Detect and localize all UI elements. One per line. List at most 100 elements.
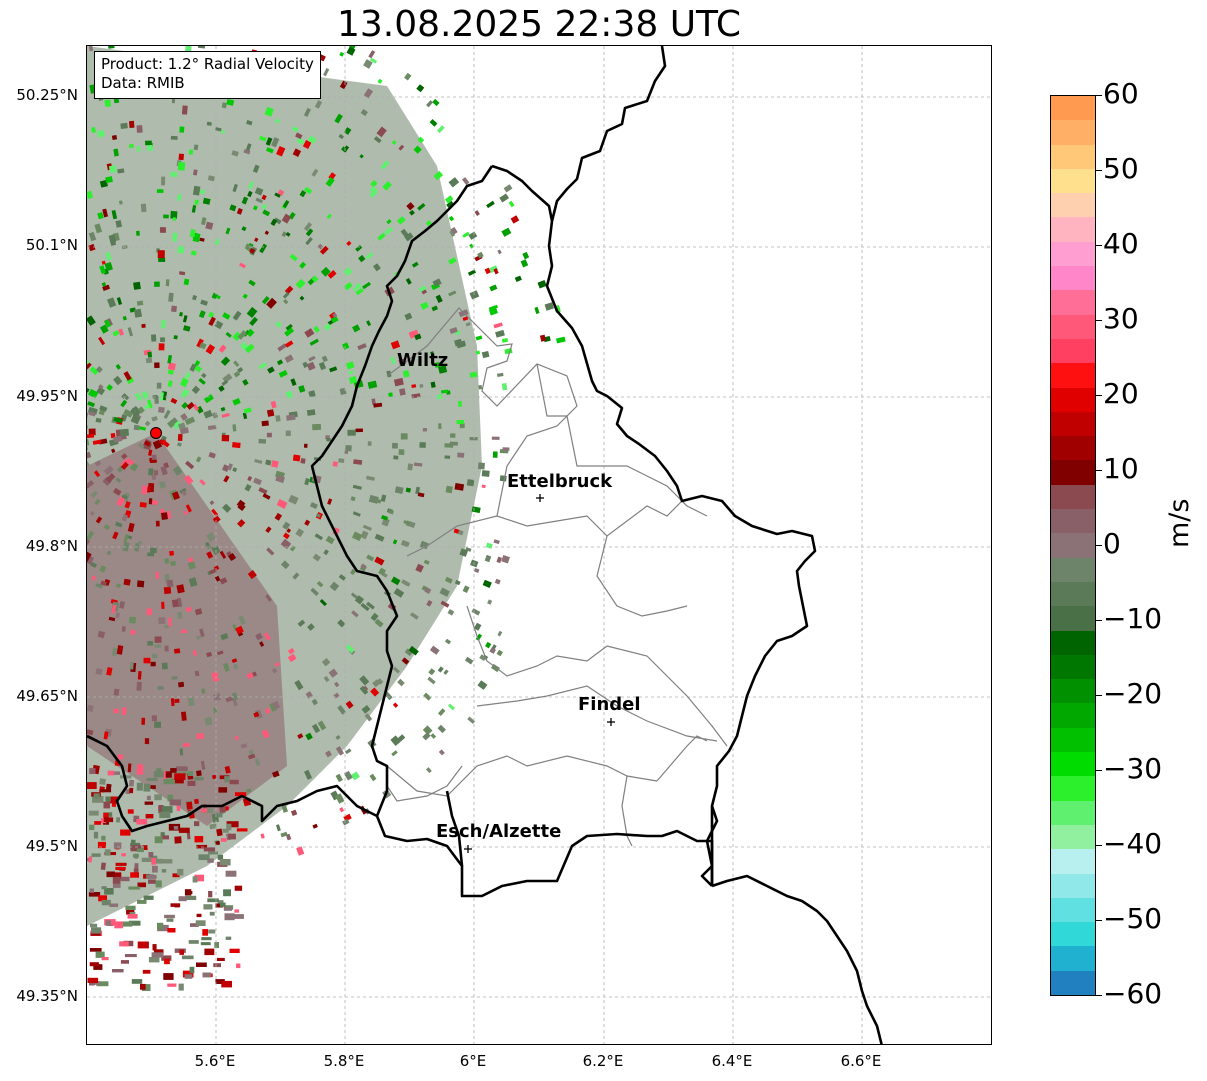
echo-pixel bbox=[438, 423, 442, 429]
echo-pixel bbox=[430, 351, 436, 359]
echo-pixel bbox=[156, 382, 162, 389]
echo-pixel bbox=[337, 619, 346, 628]
echo-pixel bbox=[248, 181, 254, 190]
echo-pixel bbox=[167, 983, 177, 987]
echo-pixel bbox=[142, 845, 148, 850]
echo-pixel bbox=[192, 650, 197, 656]
echo-pixel bbox=[154, 636, 162, 643]
echo-pixel bbox=[184, 372, 191, 380]
echo-pixel bbox=[232, 467, 238, 473]
echo-pixel bbox=[265, 137, 273, 146]
echo-pixel bbox=[216, 650, 224, 656]
echo-pixel bbox=[424, 587, 432, 594]
echo-pixel bbox=[266, 409, 275, 417]
echo-pixel bbox=[429, 645, 440, 655]
echo-pixel bbox=[96, 386, 106, 396]
echo-pixel bbox=[462, 585, 470, 594]
echo-pixel bbox=[188, 149, 194, 155]
echo-pixel bbox=[309, 502, 318, 510]
echo-pixel bbox=[211, 508, 219, 517]
echo-pixel bbox=[247, 190, 253, 198]
echo-pixel bbox=[217, 900, 224, 905]
echo-pixel bbox=[537, 280, 547, 289]
echo-pixel bbox=[281, 213, 292, 224]
echo-pixel bbox=[471, 506, 481, 514]
echo-pixel bbox=[172, 217, 177, 221]
colorbar-band bbox=[1051, 436, 1095, 462]
echo-pixel bbox=[173, 335, 178, 340]
echo-pixel bbox=[226, 823, 232, 831]
echo-pixel bbox=[167, 369, 174, 375]
echo-pixel bbox=[147, 144, 153, 151]
echo-pixel bbox=[161, 955, 172, 961]
echo-pixel bbox=[271, 667, 278, 674]
colorbar-band bbox=[1051, 411, 1095, 437]
radar-map[interactable] bbox=[86, 45, 992, 1045]
echo-pixel bbox=[152, 653, 158, 659]
echo-pixel bbox=[310, 587, 319, 596]
echo-pixel bbox=[240, 743, 248, 749]
echo-pixel bbox=[194, 874, 205, 882]
echo-pixel bbox=[95, 951, 105, 958]
echo-pixel bbox=[218, 344, 227, 353]
echo-pixel bbox=[233, 371, 241, 378]
echo-pixel bbox=[88, 388, 99, 399]
echo-pixel bbox=[357, 343, 367, 351]
echo-pixel bbox=[152, 865, 158, 873]
echo-pixel bbox=[147, 351, 153, 358]
colorbar-tick-mark bbox=[1095, 995, 1102, 996]
echo-pixel bbox=[481, 484, 486, 489]
echo-pixel bbox=[376, 126, 387, 138]
echo-pixel bbox=[485, 641, 492, 649]
echo-pixel bbox=[479, 654, 487, 661]
echo-pixel bbox=[266, 432, 272, 438]
echo-pixel bbox=[220, 838, 227, 842]
echo-pixel bbox=[87, 537, 91, 547]
echo-pixel bbox=[122, 315, 127, 321]
echo-pixel bbox=[284, 285, 294, 295]
echo-pixel bbox=[108, 234, 117, 244]
echo-pixel bbox=[160, 465, 168, 476]
echo-pixel bbox=[178, 153, 185, 161]
map-title: 13.08.2025 22:38 UTC bbox=[336, 4, 742, 45]
colorbar-band bbox=[1051, 533, 1095, 559]
product-info-box: Product: 1.2° Radial Velocity Data: RMIB bbox=[94, 51, 321, 99]
echo-pixel bbox=[191, 385, 201, 395]
echo-pixel bbox=[414, 333, 422, 341]
echo-pixel bbox=[177, 194, 182, 201]
echo-pixel bbox=[93, 964, 103, 970]
echo-pixel bbox=[491, 436, 500, 440]
echo-pixel bbox=[137, 882, 146, 888]
echo-pixel bbox=[172, 465, 183, 476]
lon-label: 6.2°E bbox=[582, 1052, 624, 1070]
echo-pixel bbox=[276, 145, 286, 157]
echo-pixel bbox=[400, 539, 410, 548]
colorbar-tick-label: −20 bbox=[1103, 677, 1163, 710]
echo-pixel bbox=[252, 671, 258, 677]
echo-pixel bbox=[233, 663, 239, 670]
echo-pixel bbox=[222, 828, 229, 833]
echo-pixel bbox=[467, 716, 476, 724]
echo-pixel bbox=[128, 616, 137, 624]
lat-label: 49.8°N bbox=[25, 537, 78, 555]
echo-pixel bbox=[87, 451, 92, 459]
echo-pixel bbox=[299, 261, 307, 269]
echo-pixel bbox=[87, 461, 90, 469]
echo-pixel bbox=[249, 316, 258, 326]
echo-pixel bbox=[254, 237, 259, 243]
echo-pixel bbox=[163, 778, 175, 785]
echo-pixel bbox=[123, 578, 131, 586]
echo-pixel bbox=[94, 460, 102, 467]
echo-pixel bbox=[274, 512, 283, 521]
echo-pixel bbox=[325, 535, 335, 545]
echo-pixel bbox=[501, 555, 510, 564]
echo-pixel bbox=[159, 227, 166, 233]
echo-pixel bbox=[228, 553, 237, 562]
echo-pixel bbox=[425, 767, 432, 774]
echo-pixel bbox=[247, 476, 253, 482]
echo-pixel bbox=[160, 512, 168, 520]
echo-pixel bbox=[344, 748, 352, 755]
echo-pixel bbox=[89, 824, 95, 831]
echo-pixel bbox=[334, 681, 340, 688]
echo-pixel bbox=[140, 983, 146, 990]
